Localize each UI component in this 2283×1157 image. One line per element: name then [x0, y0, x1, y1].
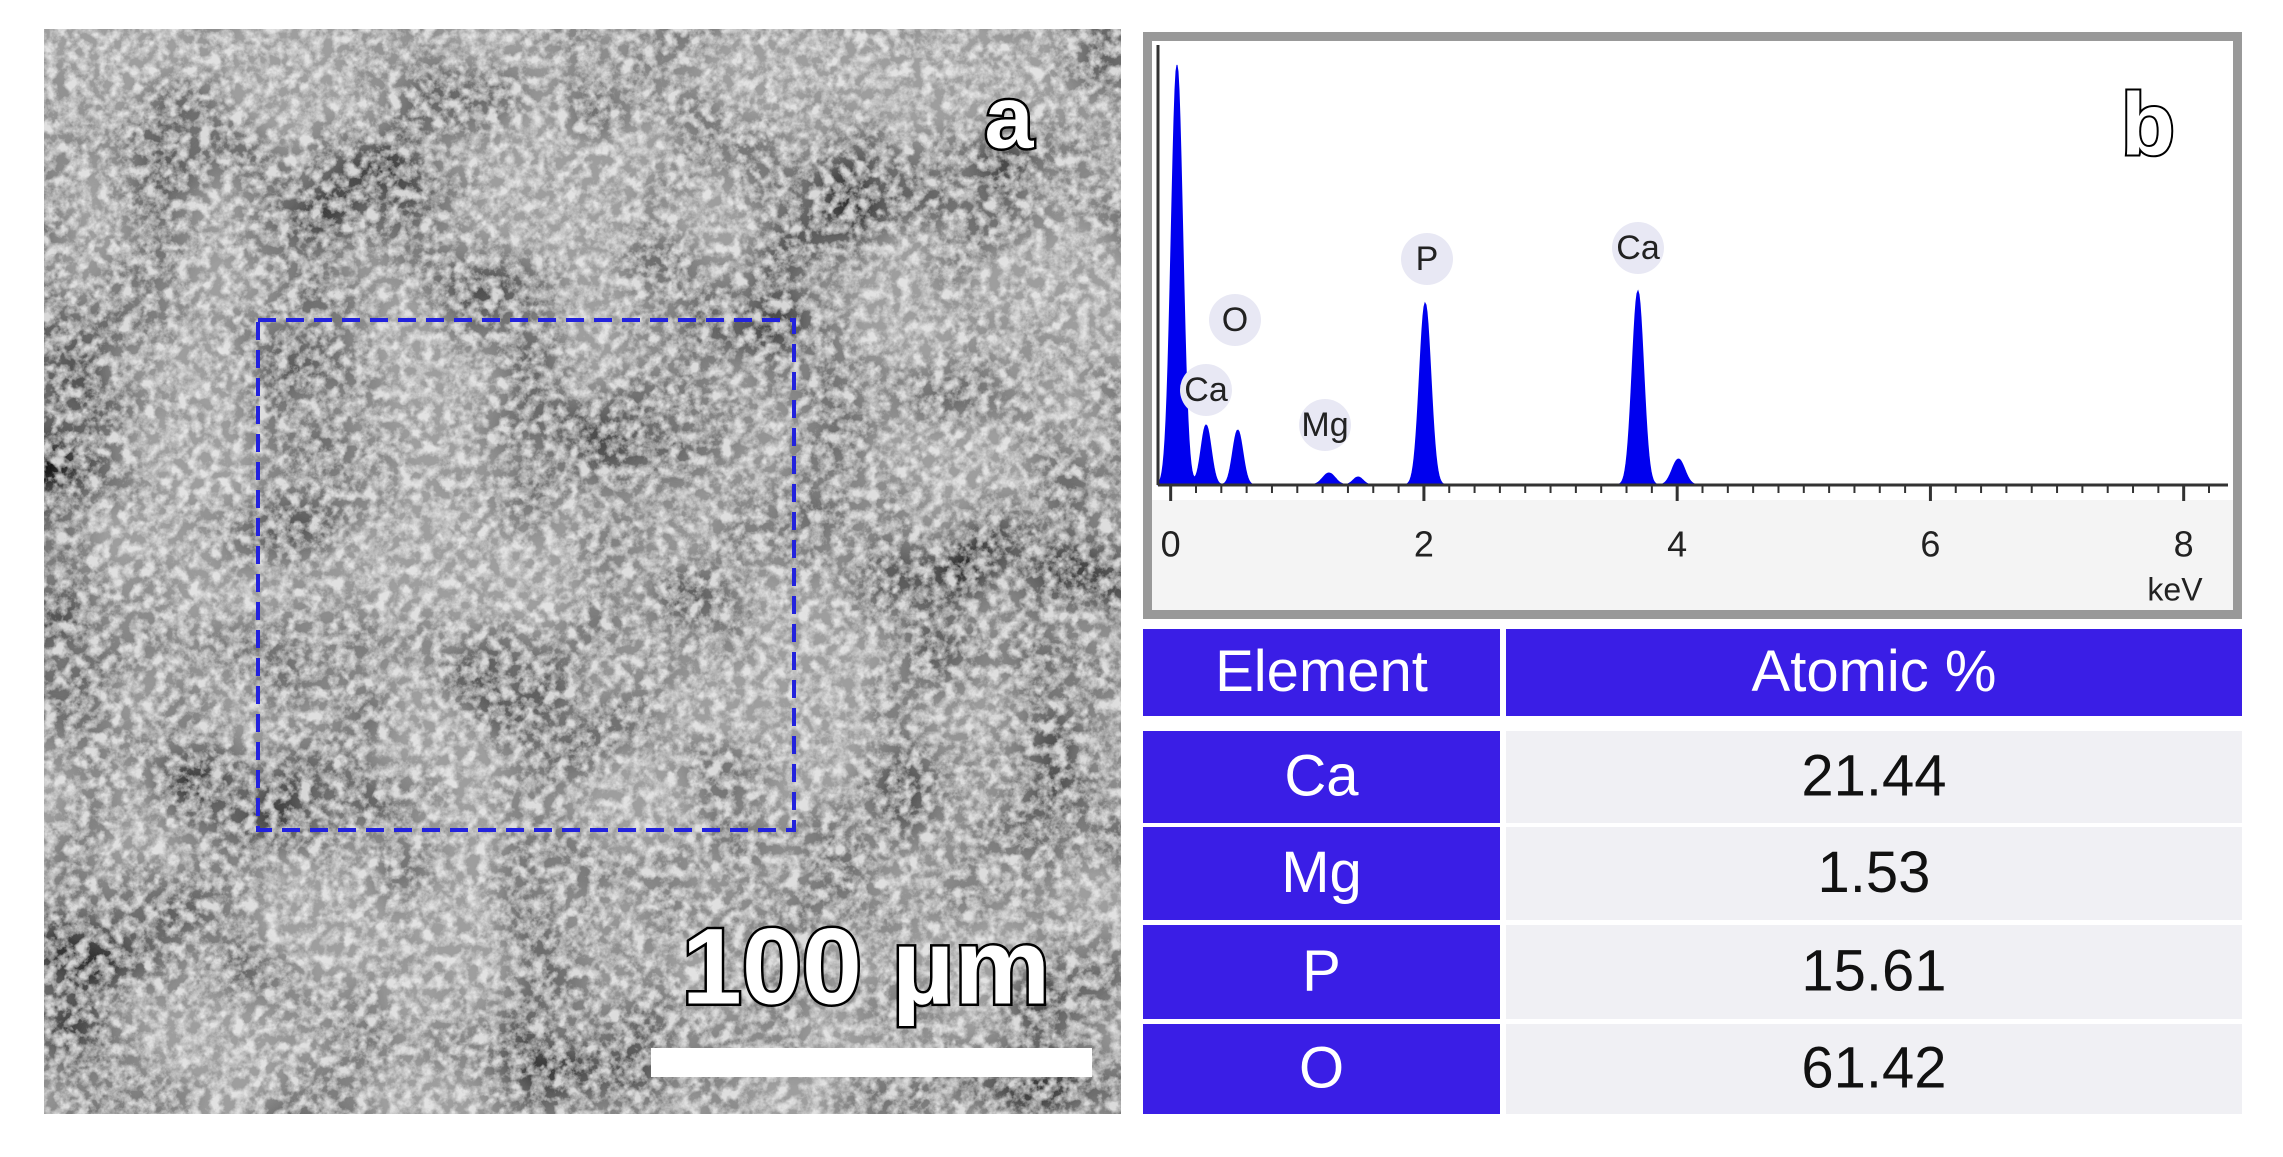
element-text: O: [1299, 1035, 1344, 1100]
peak-label-halo: [1180, 364, 1232, 416]
peak-label-halo: [1401, 233, 1453, 285]
panel-label: a: [985, 67, 1035, 166]
x-tick-label: 0: [1161, 524, 1181, 565]
element-text: P: [1302, 938, 1341, 1003]
x-tick-label: 4: [1667, 524, 1687, 565]
x-tick-label: 6: [1920, 524, 1940, 565]
sem-image: [44, 29, 1121, 1114]
value-text: 15.61: [1801, 938, 1946, 1003]
element-text: Mg: [1281, 840, 1362, 905]
peak-label-halo: [1612, 222, 1664, 274]
panel-a: a 100 µm: [44, 29, 1121, 1114]
element-table: Element Atomic % Ca 21.44 Mg 1.53 P 15.61 O 61.42: [1143, 629, 2242, 1114]
value-text: 21.44: [1801, 743, 1946, 808]
peak-label: O: [1222, 301, 1248, 339]
peak-label-halo: [1299, 399, 1351, 451]
scale-bar-label: 100 µm: [682, 906, 1050, 1027]
peak-label-halo: [1209, 294, 1261, 346]
header-text: Atomic %: [1752, 639, 1997, 704]
x-tick-label: 8: [2174, 524, 2194, 565]
value-text: 61.42: [1801, 1035, 1946, 1100]
header-cell: [1506, 629, 2242, 716]
value-cell: [1506, 731, 2242, 823]
panel-b-spectrum: b keV 0 2 4 6 8 O Ca Mg P Ca: [1143, 32, 2242, 619]
header-text: Element: [1215, 639, 1428, 704]
value-text: 1.53: [1818, 840, 1931, 905]
element-text: Ca: [1284, 743, 1359, 808]
element-cell: [1143, 1024, 1500, 1114]
element-cell: [1143, 925, 1500, 1019]
element-cell: [1143, 731, 1500, 823]
x-axis-label: keV: [2147, 571, 2203, 607]
axis-band: [1152, 500, 2233, 610]
panel-label: b: [2121, 74, 2175, 173]
selection-box: [256, 318, 796, 832]
value-cell: [1506, 827, 2242, 920]
element-cell: [1143, 827, 1500, 920]
x-tick-label: 2: [1414, 524, 1434, 565]
header-cell: [1143, 629, 1500, 716]
peak-label: Ca: [1616, 229, 1660, 267]
value-cell: [1506, 925, 2242, 1019]
scale-bar: [651, 1048, 1092, 1077]
peak-label: Ca: [1184, 371, 1228, 409]
peak-label: P: [1416, 240, 1439, 278]
value-cell: [1506, 1024, 2242, 1114]
peak-label: Mg: [1301, 406, 1348, 444]
